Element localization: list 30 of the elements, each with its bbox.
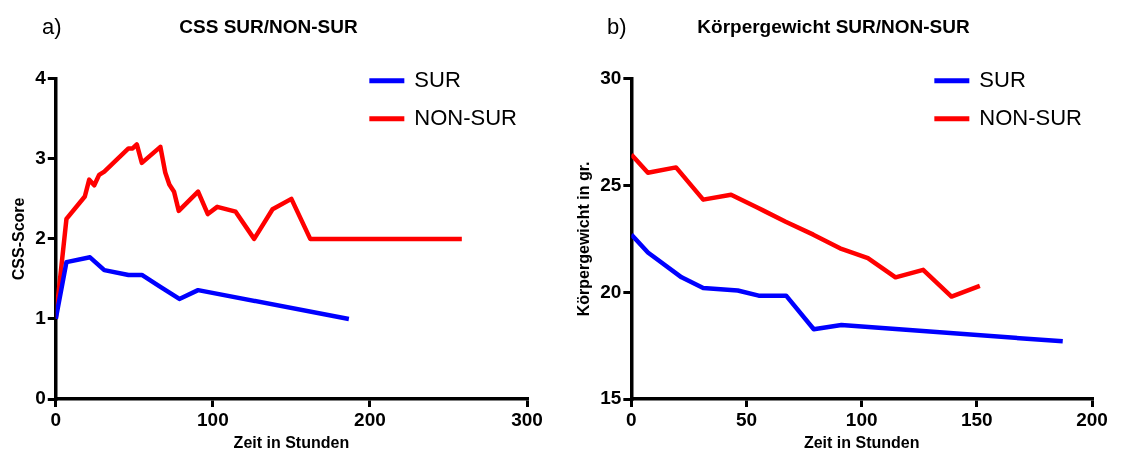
y-tick-label: 15 [600,387,622,409]
y-axis-title: CSS-Score [10,197,28,281]
chart-title: CSS SUR/NON-SUR [179,15,358,37]
x-tick-label: 200 [354,408,386,430]
legend-label: NON-SUR [979,104,1083,130]
y-tick-label: 30 [600,67,622,89]
legend-label: SUR [979,66,1026,92]
x-axis-title: Zeit in Stunden [233,433,350,451]
y-tick-label: 1 [35,307,47,329]
x-tick-label: 50 [735,408,758,430]
y-tick-label: 2 [35,227,46,249]
y-axis-title: Körpergewicht in gr. [575,161,593,317]
chart-title: Körpergewicht SUR/NON-SUR [697,15,970,37]
x-tick-label: 0 [50,408,62,430]
x-tick-label: 100 [196,408,229,430]
x-tick-label: 300 [511,408,543,430]
legend-label: NON-SUR [414,104,518,130]
y-tick-label: 3 [35,147,46,169]
x-tick-label: 150 [960,408,993,430]
y-tick-label: 0 [35,387,46,409]
x-tick-label: 200 [1076,408,1108,430]
y-tick-label: 20 [600,280,622,302]
text: b) [607,14,627,40]
x-axis-title: Zeit in Stunden [803,433,920,451]
y-tick-label: 25 [600,173,622,195]
y-tick-label: 4 [35,67,47,89]
x-tick-label: 0 [626,408,637,430]
legend-label: SUR [414,66,461,92]
x-tick-label: 100 [845,408,878,430]
text: a) [42,14,62,40]
